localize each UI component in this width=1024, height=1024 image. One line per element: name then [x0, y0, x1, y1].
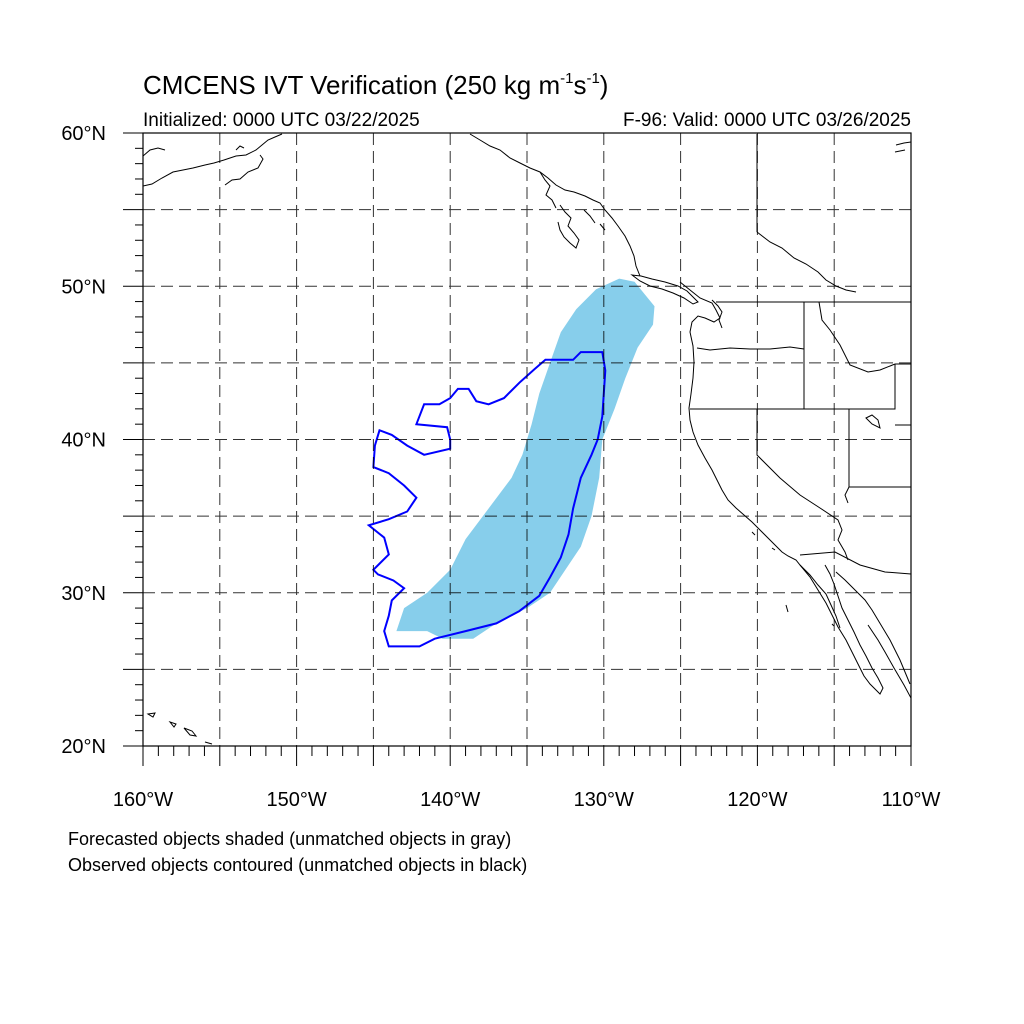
latitude-labels: 60°N 50°N 40°N 30°N 20°N	[61, 123, 106, 758]
border-nevada-utah	[844, 409, 850, 504]
coast-misc-islands	[751, 414, 881, 627]
figure-title: CMCENS IVT Verification (250 kg m-1s-1)	[143, 70, 608, 101]
coast-islands-hawaii	[146, 712, 213, 745]
observed-object-contour	[366, 351, 607, 648]
title-exponent-1: -1	[560, 70, 574, 87]
lon-label: 110°W	[882, 789, 941, 811]
lon-label: 120°W	[727, 789, 787, 811]
coast-southeast-alaska-islands	[539, 171, 606, 249]
lon-label: 160°W	[113, 789, 173, 811]
political-borders	[690, 134, 911, 575]
longitude-labels: 160°W 150°W 140°W 130°W 120°W 110°W	[113, 789, 941, 811]
forecast-object-shaded	[396, 278, 655, 639]
forecast-note: Forecasted objects shaded (unmatched obj…	[68, 829, 512, 849]
initialized-time: Initialized: 0000 UTC 03/22/2025	[143, 110, 420, 131]
border-us-mexico	[799, 551, 911, 575]
lon-label: 150°W	[266, 789, 326, 811]
lat-label: 20°N	[61, 736, 106, 758]
border-canada-interior	[756, 141, 911, 293]
title-exponent-2: -1	[586, 70, 600, 87]
lat-label: 50°N	[61, 276, 106, 298]
valid-time: F-96: Valid: 0000 UTC 03/26/2025	[623, 110, 911, 131]
title-mid: s	[573, 70, 587, 100]
coast-vancouver-island	[630, 274, 699, 305]
axis-ticks	[123, 132, 912, 766]
title-prefix: CMCENS IVT Verification (250 kg m	[143, 70, 561, 100]
observed-note: Observed objects contoured (unmatched ob…	[68, 855, 528, 875]
legend-notes: Forecasted objects shaded (unmatched obj…	[68, 826, 527, 878]
coast-gulf-of-alaska	[469, 133, 641, 277]
lon-label: 140°W	[420, 789, 480, 811]
lon-label: 130°W	[574, 789, 634, 811]
border-california-nevada	[756, 409, 849, 561]
lat-lon-gridlines	[143, 133, 911, 746]
lat-label: 30°N	[61, 583, 106, 605]
coast-us-west	[679, 281, 841, 629]
coast-alaska-peninsula	[143, 133, 283, 187]
coast-mexico-mainland	[835, 571, 911, 699]
border-oregon-north	[696, 346, 805, 351]
lat-label: 40°N	[61, 430, 106, 452]
border-idaho	[803, 301, 896, 409]
coast-baja-california	[799, 564, 884, 695]
title-suffix: )	[599, 70, 609, 100]
coastlines	[143, 133, 911, 745]
lat-label: 60°N	[61, 123, 106, 145]
coast-puget-sound	[711, 299, 723, 329]
